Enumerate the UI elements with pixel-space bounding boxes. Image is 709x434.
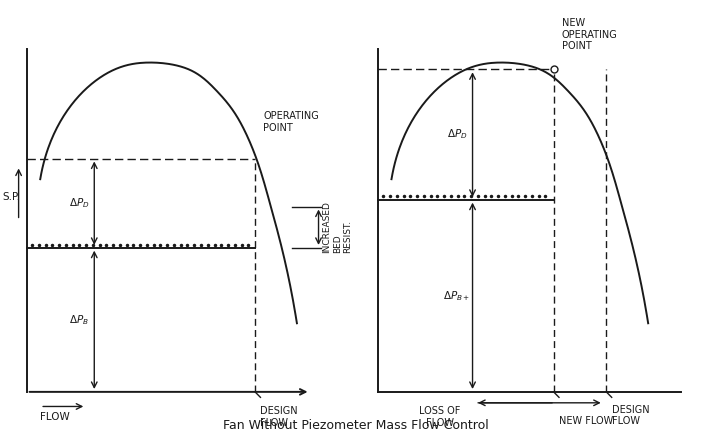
Text: DESIGN
FLOW: DESIGN FLOW xyxy=(612,404,649,426)
Text: FLOW: FLOW xyxy=(40,412,70,422)
Text: $\Delta P_{B+}$: $\Delta P_{B+}$ xyxy=(443,289,470,303)
Text: $\Delta P_B$: $\Delta P_B$ xyxy=(69,313,89,327)
Text: $\Delta P_D$: $\Delta P_D$ xyxy=(447,128,468,141)
Text: INCREASED
BED
RESIST.: INCREASED BED RESIST. xyxy=(323,201,352,253)
Text: OPERATING
POINT: OPERATING POINT xyxy=(263,112,319,133)
Text: NEW FLOW: NEW FLOW xyxy=(559,416,613,426)
Text: LOSS OF
FLOW: LOSS OF FLOW xyxy=(420,407,461,428)
Text: $\Delta P_D$: $\Delta P_D$ xyxy=(69,196,90,210)
Text: DESIGN
FLOW: DESIGN FLOW xyxy=(260,407,298,428)
Text: Fan Without Piezometer Mass Flow Control: Fan Without Piezometer Mass Flow Control xyxy=(223,419,489,432)
Text: S.P.: S.P. xyxy=(3,192,21,202)
Text: NEW
OPERATING
POINT: NEW OPERATING POINT xyxy=(562,18,618,51)
